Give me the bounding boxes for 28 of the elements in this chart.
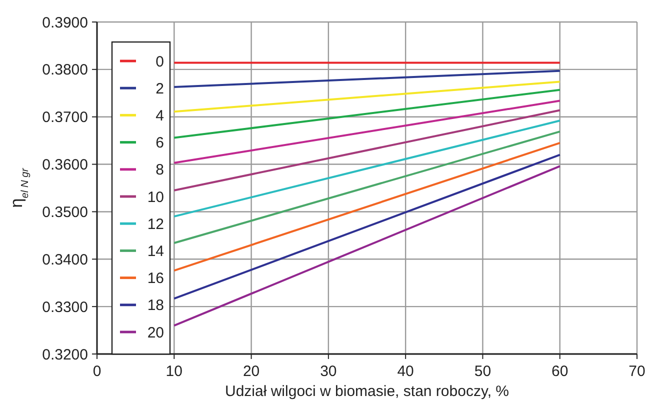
y-tick-label: 0.3800 (42, 62, 88, 79)
legend-label: 16 (147, 270, 164, 288)
y-tick-label: 0.3500 (42, 204, 88, 221)
legend-label: 6 (156, 134, 164, 152)
y-tick-label: 0.3200 (42, 346, 88, 364)
x-tick-label: 40 (397, 363, 414, 380)
x-tick-label: 0 (92, 363, 102, 380)
legend-label: 0 (156, 53, 164, 70)
x-tick-label: 60 (552, 363, 568, 380)
x-tick-label: 50 (474, 363, 492, 380)
x-tick-label: 10 (166, 363, 182, 380)
legend-label: 10 (147, 188, 164, 206)
legend-label: 2 (156, 80, 164, 98)
legend-label: 20 (147, 324, 164, 342)
y-tick-label: 0.3600 (42, 156, 88, 174)
x-axis-title: Udział wilgoci w biomasie, stan roboczy, % (225, 383, 509, 400)
x-tick-label: 30 (320, 363, 337, 380)
y-tick-label: 0.3300 (42, 298, 88, 316)
legend-label: 4 (156, 107, 164, 124)
y-tick-label: 0.3700 (42, 109, 88, 126)
legend-label: 12 (147, 216, 164, 233)
legend-label: 14 (147, 242, 164, 260)
legend-label: 18 (147, 297, 164, 314)
legend-label: 8 (156, 162, 164, 179)
x-tick-label: 70 (628, 363, 646, 380)
x-tick-label: 20 (242, 363, 260, 380)
y-tick-label: 0.3400 (42, 251, 88, 268)
y-tick-label: 0.3900 (42, 14, 88, 32)
